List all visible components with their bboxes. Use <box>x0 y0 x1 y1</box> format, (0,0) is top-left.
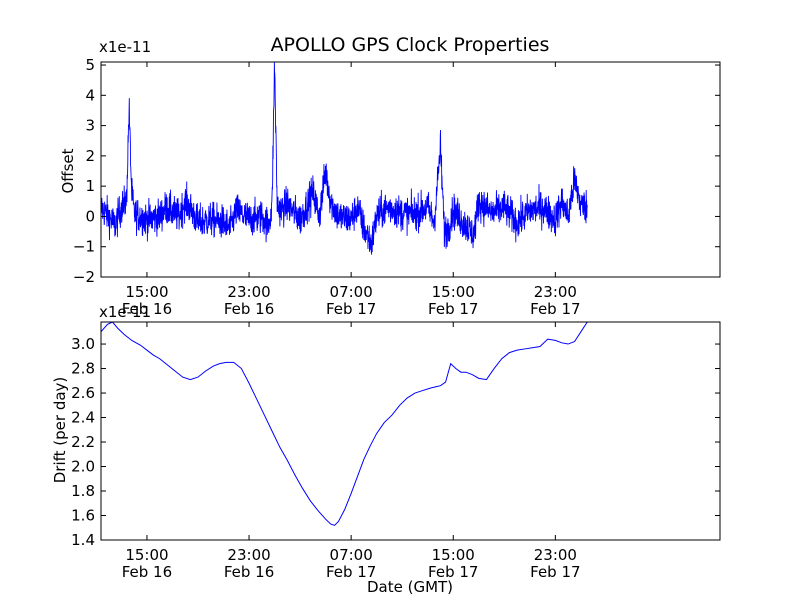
x-tick-date-label: Feb 17 <box>530 300 580 318</box>
x-tick-time-label: 07:00 <box>330 283 373 301</box>
x-tick-time-label: 15:00 <box>432 546 475 564</box>
offset-multiplier-label: x1e-11 <box>99 38 151 56</box>
y-tick-label: 3 <box>85 117 95 135</box>
y-tick-label: 3.0 <box>71 335 95 353</box>
y-tick-label: 2 <box>85 147 95 165</box>
x-tick-date-label: Feb 17 <box>326 563 376 581</box>
x-tick-date-label: Feb 16 <box>224 563 274 581</box>
y-tick-label: 2.8 <box>71 360 95 378</box>
x-tick-time-label: 15:00 <box>125 283 168 301</box>
x-tick-date-label: Feb 16 <box>122 563 172 581</box>
x-tick-date-label: Feb 16 <box>224 300 274 318</box>
y-tick-label: 5 <box>85 56 95 74</box>
x-tick-time-label: 23:00 <box>534 283 577 301</box>
series-line-offset <box>101 62 588 255</box>
y-tick-label: 1.4 <box>71 531 95 549</box>
series-line-drift <box>101 322 593 526</box>
chart-title: APOLLO GPS Clock Properties <box>271 34 550 56</box>
y-tick-label: 2.4 <box>71 409 95 427</box>
y-tick-label: 4 <box>85 86 95 104</box>
x-tick-date-label: Feb 17 <box>326 300 376 318</box>
y-tick-label: 1.6 <box>71 507 95 525</box>
y-tick-label: −1 <box>73 238 95 256</box>
plot-frame <box>100 61 721 278</box>
y-tick-label: 1 <box>85 177 95 195</box>
y-tick-label: 2.6 <box>71 384 95 402</box>
x-tick-date-label: Feb 16 <box>122 300 172 318</box>
x-tick-time-label: 07:00 <box>330 546 373 564</box>
x-tick-time-label: 15:00 <box>432 283 475 301</box>
drift-axis-label: Drift (per day) <box>51 377 69 484</box>
drift-panel: x1e-11 Drift (per day) Date (GMT) 1.4 1.6… <box>51 303 721 596</box>
offset-axis-label: Offset <box>59 148 77 193</box>
y-tick-label: −2 <box>73 268 95 286</box>
x-tick-date-label: Feb 17 <box>428 300 478 318</box>
y-tick-label: 2.2 <box>71 433 95 451</box>
x-tick-time-label: 23:00 <box>227 283 270 301</box>
x-tick-time-label: 23:00 <box>227 546 270 564</box>
x-tick-date-label: Feb 17 <box>428 563 478 581</box>
y-tick-label: 0 <box>85 207 95 225</box>
x-tick-time-label: 23:00 <box>534 546 577 564</box>
plot-frame <box>100 321 721 541</box>
x-tick-date-label: Feb 17 <box>530 563 580 581</box>
y-tick-label: 1.8 <box>71 482 95 500</box>
y-tick-label: 2.0 <box>71 458 95 476</box>
x-tick-time-label: 15:00 <box>125 546 168 564</box>
drift-multiplier-label: x1e-11 <box>99 303 151 321</box>
x-axis-label: Date (GMT) <box>367 578 453 596</box>
